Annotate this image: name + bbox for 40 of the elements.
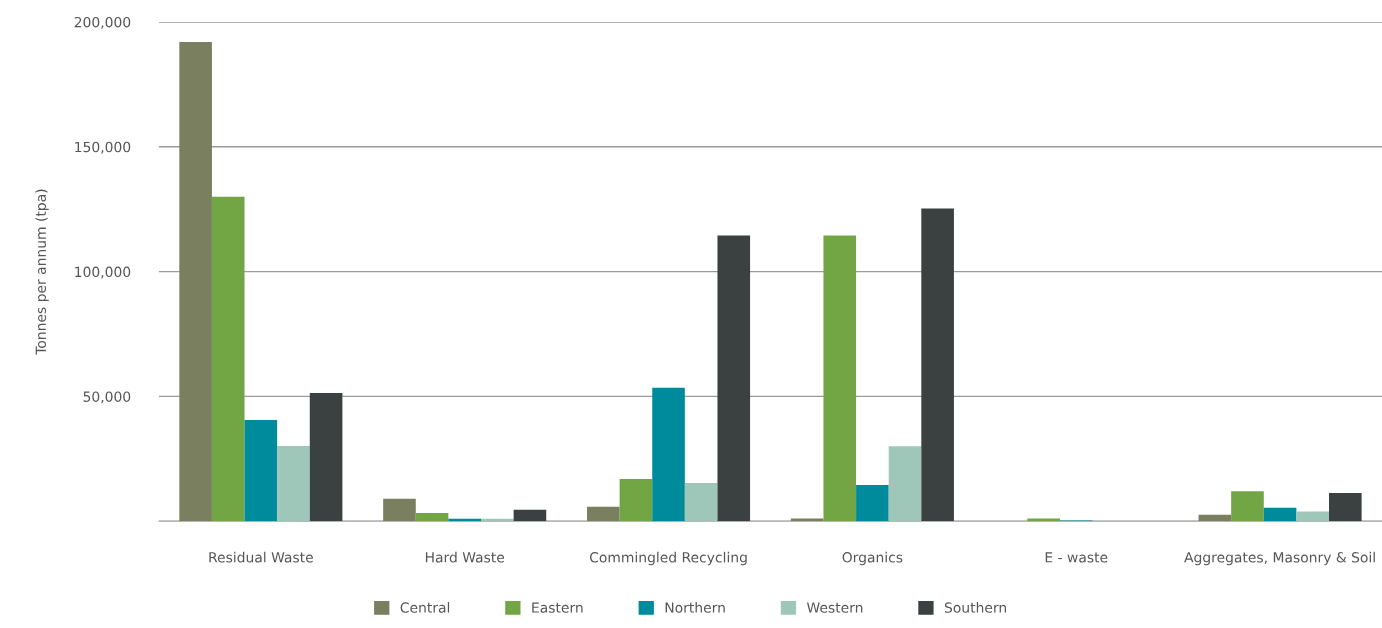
- bar: [309, 392, 343, 522]
- bar: [1198, 514, 1232, 522]
- bar: [211, 196, 245, 522]
- legend-label: Southern: [944, 602, 1007, 613]
- bar: [277, 446, 310, 522]
- y-tick-label: 150,000: [75, 141, 131, 154]
- x-tick-label: Organics: [842, 551, 903, 566]
- y-tick-label: 200,000: [74, 16, 131, 29]
- x-tick-label: Residual Waste: [209, 551, 313, 563]
- y-tick-label: 50,000: [83, 391, 131, 404]
- bar: [1329, 493, 1362, 522]
- x-tick-label: Aggregates, Masonry & Soil: [1184, 551, 1375, 566]
- bar: [383, 498, 416, 522]
- bar: [1027, 518, 1060, 522]
- x-tick-label: Commingled Recycling: [589, 551, 747, 566]
- bar: [790, 518, 824, 522]
- legend-label: Northern: [665, 602, 725, 613]
- x-tick-label: E - waste: [1045, 552, 1108, 563]
- bar: [1231, 491, 1264, 522]
- bar: [415, 513, 449, 522]
- bar: [888, 446, 922, 522]
- bar: [684, 483, 718, 522]
- bar: [921, 208, 954, 522]
- bar: [823, 235, 857, 522]
- legend-label: Western: [806, 602, 863, 613]
- y-axis-title: Tonnes per annum (tpa): [35, 189, 49, 355]
- bar: [717, 235, 751, 522]
- y-tick-label: 100,000: [75, 266, 131, 279]
- bar: [587, 506, 620, 522]
- bar: [179, 41, 212, 522]
- bar: [1296, 511, 1329, 522]
- bar: [619, 479, 653, 522]
- bar: [513, 509, 547, 522]
- x-tick-label: Hard Waste: [425, 551, 505, 563]
- legend-label: Eastern: [532, 602, 583, 613]
- legend-label: Central: [400, 602, 450, 613]
- bar: [652, 387, 685, 522]
- bar: [244, 419, 278, 522]
- bar: [1263, 507, 1297, 522]
- bar: [856, 485, 889, 522]
